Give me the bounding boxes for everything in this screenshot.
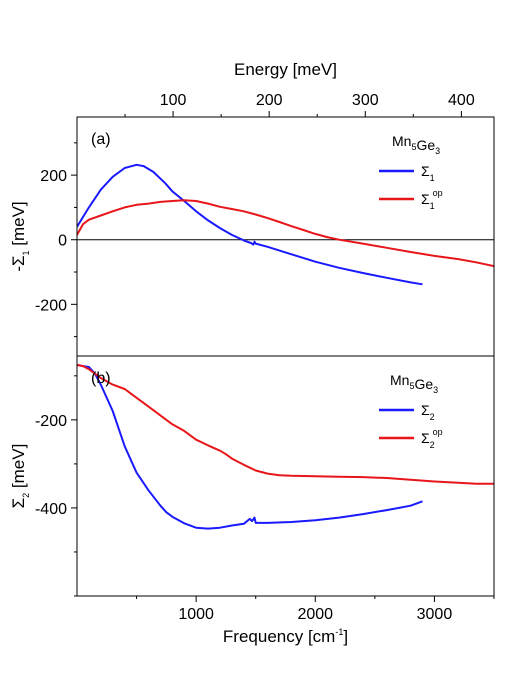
plot-frame: [76, 355, 495, 597]
compound-subscript: 3: [435, 146, 440, 156]
legend-label: Σ1: [421, 163, 435, 183]
y-axis-title: -Σ1 [meV]: [9, 201, 31, 271]
legend-subscript: 1: [430, 173, 435, 183]
x-axis-tail: ]: [343, 627, 348, 646]
series-line-sigma-op: [77, 363, 494, 485]
y-tick-label: -400: [35, 501, 67, 518]
legend-label: Σ1 op: [421, 188, 443, 211]
y-axis-unit: [meV]: [9, 201, 28, 250]
panel-label: (a): [91, 131, 111, 148]
y-axis-subscript: 2: [21, 493, 31, 498]
series-line-sigma: [77, 163, 423, 286]
legend-superscript: op: [433, 427, 443, 437]
top-axis-title: Energy [meV]: [234, 60, 337, 79]
compound-element: Ge: [416, 137, 435, 153]
legend-symbol: Σ: [421, 191, 430, 207]
series-line-sigma-op: [77, 199, 494, 268]
compound-subscript: 5: [411, 142, 416, 152]
legend-symbol: Σ: [421, 430, 430, 446]
compound-subscript: 5: [409, 381, 414, 391]
compound-label: Mn5Ge3: [390, 372, 438, 395]
compound-element: Mn: [390, 372, 409, 388]
x-axis-text: Frequency [cm: [223, 627, 335, 646]
compound-element: Mn: [392, 133, 411, 149]
top-tick-label: 100: [160, 92, 187, 109]
top-tick-label: 200: [256, 92, 283, 109]
y-tick-label: -200: [35, 297, 67, 314]
y-axis-symbol: -Σ: [9, 255, 28, 271]
legend-subscript: 2: [430, 412, 435, 422]
top-tick-label: 400: [448, 92, 475, 109]
y-axis-symbol: Σ: [9, 498, 28, 509]
y-axis-unit: [meV]: [9, 444, 28, 493]
compound-subscript: 3: [433, 385, 438, 395]
legend-symbol: Σ: [421, 163, 430, 179]
y-axis-title: Σ2 [meV]: [9, 444, 31, 509]
series-line-sigma: [77, 363, 423, 530]
legend-subscript: 2: [430, 440, 435, 450]
x-tick-label: 2000: [297, 606, 333, 623]
top-tick-label: 300: [352, 92, 379, 109]
compound-label: Mn5Ge3: [392, 133, 440, 156]
y-tick-label: -200: [35, 413, 67, 430]
legend-superscript: op: [433, 188, 443, 198]
y-tick-label: 0: [58, 233, 67, 250]
x-axis-title: Frequency [cm-1]: [223, 627, 348, 646]
legend-label: Σ2: [421, 402, 435, 422]
panel-label: (b): [91, 370, 111, 387]
legend-label: Σ2 op: [421, 427, 443, 450]
y-tick-label: 200: [40, 168, 67, 185]
x-tick-label: 1000: [178, 606, 214, 623]
x-axis-superscript: -1: [335, 627, 343, 637]
compound-element: Ge: [414, 376, 433, 392]
legend-subscript: 1: [430, 201, 435, 211]
y-axis-subscript: 1: [21, 250, 31, 255]
x-tick-label: 3000: [417, 606, 453, 623]
legend-symbol: Σ: [421, 402, 430, 418]
